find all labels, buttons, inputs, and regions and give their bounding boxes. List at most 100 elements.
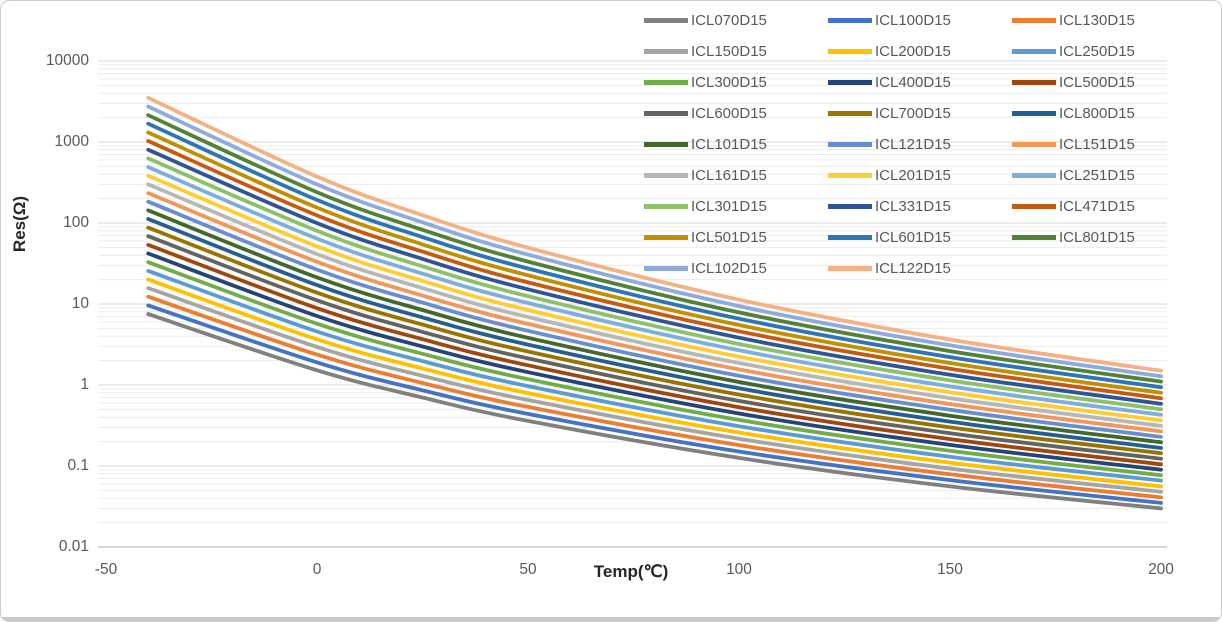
legend-item: ICL300D15 [644, 67, 828, 98]
legend-item: ICL070D15 [644, 5, 828, 36]
legend-label: ICL600D15 [691, 105, 767, 122]
series-curve-ICL300D15 [146, 260, 1163, 478]
legend-item: ICL800D15 [1012, 98, 1196, 129]
legend-label: ICL801D15 [1059, 229, 1135, 246]
legend-item: ICL161D15 [644, 160, 828, 191]
legend-item: ICL121D15 [828, 129, 1012, 160]
legend-swatch [828, 80, 872, 85]
legend-item: ICL331D15 [828, 191, 1012, 222]
series-curve-ICL500D15 [146, 243, 1163, 467]
series-curve-ICL161D15 [146, 182, 1163, 428]
legend-swatch [1012, 204, 1056, 209]
y-tick-label: 10 [71, 295, 89, 312]
legend-label: ICL200D15 [875, 43, 951, 60]
legend-swatch [828, 266, 872, 271]
series-curve-ICL601D15 [146, 121, 1163, 390]
legend-label: ICL250D15 [1059, 43, 1135, 60]
legend-swatch [828, 49, 872, 54]
legend: ICL070D15 ICL100D15 ICL130D15 ICL150D15 ICL2… [644, 5, 1196, 284]
x-tick-label: 100 [726, 561, 752, 578]
legend-label: ICL130D15 [1059, 12, 1135, 29]
series-curve-ICL501D15 [146, 130, 1163, 395]
legend-swatch [828, 204, 872, 209]
legend-swatch [1012, 18, 1056, 23]
legend-swatch [1012, 142, 1056, 147]
series-curve-ICL471D15 [146, 139, 1163, 401]
legend-swatch [644, 142, 688, 147]
legend-item: ICL400D15 [828, 67, 1012, 98]
legend-item: ICL102D15 [644, 253, 828, 284]
series-curve-ICL070D15 [146, 312, 1163, 511]
y-tick-label: 1 [80, 376, 89, 393]
series-curve-ICL331D15 [146, 147, 1163, 406]
legend-label: ICL101D15 [691, 136, 767, 153]
legend-item: ICL600D15 [644, 98, 828, 129]
legend-swatch [1012, 80, 1056, 85]
legend-label: ICL100D15 [875, 12, 951, 29]
legend-label: ICL800D15 [1059, 105, 1135, 122]
legend-swatch [644, 18, 688, 23]
legend-item: ICL251D15 [1012, 160, 1196, 191]
series-curve-ICL301D15 [146, 156, 1163, 412]
legend-swatch [644, 173, 688, 178]
legend-label: ICL501D15 [691, 229, 767, 246]
legend-label: ICL301D15 [691, 198, 767, 215]
legend-item: ICL500D15 [1012, 67, 1196, 98]
x-tick-label: 0 [312, 561, 322, 578]
series-curve-ICL101D15 [146, 208, 1163, 445]
legend-swatch [644, 49, 688, 54]
legend-swatch [644, 235, 688, 240]
chart-bottom-edge [1, 617, 1221, 621]
legend-item: ICL150D15 [644, 36, 828, 67]
y-tick-label: 0.1 [67, 457, 89, 474]
legend-item: ICL601D15 [828, 222, 1012, 253]
legend-label: ICL471D15 [1059, 198, 1135, 215]
series-curve-ICL800D15 [146, 217, 1163, 450]
legend-label: ICL122D15 [875, 260, 951, 277]
legend-swatch [1012, 235, 1056, 240]
legend-label: ICL161D15 [691, 167, 767, 184]
legend-swatch [828, 18, 872, 23]
legend-item: ICL130D15 [1012, 5, 1196, 36]
legend-item: ICL471D15 [1012, 191, 1196, 222]
legend-label: ICL070D15 [691, 12, 767, 29]
series-curve-ICL400D15 [146, 251, 1163, 472]
series-curve-ICL200D15 [146, 277, 1163, 489]
series-curve-ICL801D15 [146, 113, 1163, 384]
y-tick-label: 0.01 [58, 538, 89, 555]
legend-label: ICL151D15 [1059, 136, 1135, 153]
series-curve-ICL130D15 [146, 294, 1163, 500]
legend-label: ICL700D15 [875, 105, 951, 122]
x-axis-title: Temp(℃) [593, 562, 669, 581]
x-tick-label: 150 [937, 561, 963, 578]
legend-label: ICL400D15 [875, 74, 951, 91]
legend-label: ICL201D15 [875, 167, 951, 184]
legend-swatch [644, 266, 688, 271]
legend-label: ICL251D15 [1059, 167, 1135, 184]
x-tick-label: 200 [1148, 561, 1174, 578]
y-axis-title: Res(Ω) [10, 195, 29, 253]
legend-swatch [828, 235, 872, 240]
legend-item: ICL700D15 [828, 98, 1012, 129]
legend-swatch [644, 204, 688, 209]
series-curve-ICL122D15 [146, 95, 1163, 373]
x-tick-label: -50 [94, 561, 118, 578]
legend-label: ICL300D15 [691, 74, 767, 91]
legend-swatch [1012, 173, 1056, 178]
x-tick-label: 50 [519, 561, 537, 578]
legend-item: ICL801D15 [1012, 222, 1196, 253]
legend-swatch [644, 111, 688, 116]
series-curve-ICL151D15 [146, 191, 1163, 434]
legend-label: ICL500D15 [1059, 74, 1135, 91]
legend-item: ICL201D15 [828, 160, 1012, 191]
legend-label: ICL601D15 [875, 229, 951, 246]
legend-swatch [1012, 49, 1056, 54]
legend-item: ICL501D15 [644, 222, 828, 253]
legend-label: ICL331D15 [875, 198, 951, 215]
legend-swatch [828, 111, 872, 116]
legend-label: ICL102D15 [691, 260, 767, 277]
series-curve-ICL201D15 [146, 173, 1163, 423]
legend-label: ICL150D15 [691, 43, 767, 60]
